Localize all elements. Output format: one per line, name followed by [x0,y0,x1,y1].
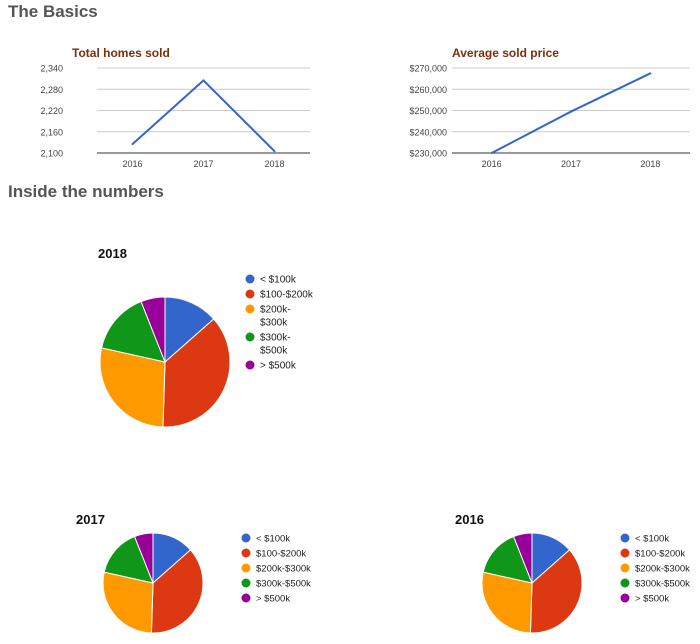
pie-slice [162,318,231,428]
pie-slice [100,300,166,363]
legend-label: $300k- [260,333,291,344]
y-tick-label: 2,340 [40,64,63,74]
series-line [491,72,651,154]
legend-label: $500k [260,346,288,357]
pie-title-2018: 2018 [98,246,127,261]
legend-label: > $500k [256,594,290,605]
pie-slice [103,535,154,584]
legend-swatch [241,533,251,543]
x-tick-label: 2017 [561,159,581,169]
x-tick-label: 2018 [640,159,660,169]
data-point [131,143,134,146]
pie-title-2017: 2017 [76,512,105,527]
legend-swatch [245,304,255,314]
pie-chart-2018: < $100k $100-$200k $200k- $300k $300k- $500k >… [99,274,314,428]
pie-slice [140,296,166,363]
legend-label: $300k [260,318,288,329]
chart-title-total-homes-sold: Total homes sold [72,46,170,60]
x-tick-label: 2018 [264,159,284,169]
legend-swatch [620,578,630,588]
legend-swatch [241,548,251,558]
y-tick-label: $230,000 [409,149,447,159]
pie-slice [481,571,533,634]
legend-label: $200k-$300k [256,564,311,575]
y-tick-label: 2,220 [40,106,63,116]
series-line [131,79,276,152]
legend-swatch [245,274,255,284]
legend-label: $200k- [260,305,291,316]
legend-label: > $500k [260,361,297,372]
legend-swatch [620,563,630,573]
legend-label: < $100k [635,534,669,545]
pie-chart-2017: < $100k $100-$200k $200k-$300k $300k-$500k >… [102,532,311,634]
legend-label: $200k-$300k [635,564,690,575]
legend-label: > $500k [635,594,669,605]
chart-title-average-sold-price: Average sold price [452,46,559,60]
section-title-basics: The Basics [8,2,98,21]
legend-swatch [620,533,630,543]
data-point [649,72,652,75]
y-tick-label: $270,000 [409,64,447,74]
pie-slice [99,347,166,428]
y-tick-label: $260,000 [409,85,447,95]
legend-label: < $100k [256,534,290,545]
pie-slice [102,571,154,634]
legend-swatch [241,593,251,603]
legend-label: $300k-$500k [256,579,311,590]
legend-swatch [245,289,255,299]
x-tick-label: 2017 [193,159,213,169]
pie-chart-2016: < $100k $100-$200k $200k-$300k $300k-$500k >… [481,532,690,634]
average-sold-price-line-chart: $230,000 $240,000 $250,000 $260,000 $270,000… [409,64,690,169]
legend-label: $100-$200k [260,290,314,301]
y-tick-label: 2,100 [40,149,63,159]
pie-title-2016: 2016 [455,512,484,527]
legend-label: $100-$200k [635,549,685,560]
legend-swatch [241,578,251,588]
pie-slice [512,532,533,584]
y-tick-label: 2,280 [40,85,63,95]
y-tick-label: 2,160 [40,127,63,137]
pie-slice [482,535,533,584]
x-tick-label: 2016 [122,159,142,169]
legend-label: < $100k [260,275,297,286]
pie-slice [164,296,215,364]
legend-label: $100-$200k [256,549,306,560]
legend-swatch [241,563,251,573]
data-point [570,110,572,113]
section-title-inside-numbers: Inside the numbers [8,182,164,201]
legend-swatch [620,593,630,603]
data-point [490,152,493,154]
legend-swatch [245,360,255,370]
legend-label: $300k-$500k [635,579,690,590]
total-homes-sold-line-chart: 2,100 2,160 2,220 2,280 2,340 2016 2017 2018 [40,64,310,169]
legend-swatch [245,332,255,342]
data-point [202,79,205,82]
pie-slice [150,549,204,634]
y-tick-label: $240,000 [409,127,447,137]
pie-slice [529,549,583,634]
y-tick-label: $250,000 [409,106,447,116]
data-point [273,150,276,153]
x-tick-label: 2016 [482,159,502,169]
pie-slice [133,532,154,584]
legend-swatch [620,548,630,558]
